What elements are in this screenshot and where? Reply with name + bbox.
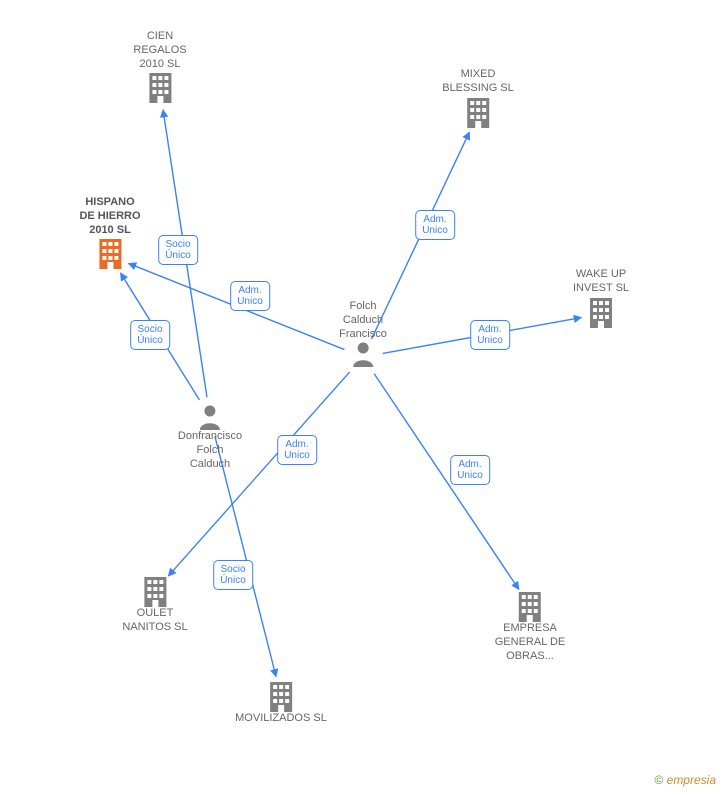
node-folch_francisco[interactable]: Folch Calduch Francisco	[339, 300, 387, 367]
edge-label: Socio Único	[158, 235, 198, 265]
edge-label: Adm. Unico	[230, 281, 270, 311]
building-icon	[133, 71, 186, 103]
edge-label: Adm. Unico	[277, 435, 317, 465]
node-hispano[interactable]: HISPANO DE HIERRO 2010 SL	[79, 196, 140, 269]
edge-label: Adm. Unico	[450, 455, 490, 485]
node-wakeup[interactable]: WAKE UP INVEST SL	[573, 268, 629, 328]
node-cien_regalos[interactable]: CIEN REGALOS 2010 SL	[133, 30, 186, 103]
building-icon	[79, 237, 140, 269]
footer: © empresia	[654, 773, 716, 787]
edge-line	[215, 436, 276, 676]
edge-label: Adm. Unico	[415, 210, 455, 240]
person-icon	[339, 341, 387, 367]
node-label: WAKE UP INVEST SL	[573, 268, 629, 296]
node-label: MOVILIZADOS SL	[235, 712, 327, 726]
node-oulet[interactable]: OULET NANITOS SL	[122, 575, 187, 635]
building-icon	[573, 296, 629, 328]
node-label: HISPANO DE HIERRO 2010 SL	[79, 196, 140, 237]
node-movilizados[interactable]: MOVILIZADOS SL	[235, 680, 327, 726]
edge-label: Socio Único	[213, 560, 253, 590]
building-icon	[442, 96, 514, 128]
person-icon	[178, 404, 242, 430]
edges-layer	[0, 0, 728, 795]
copyright-symbol: ©	[654, 773, 663, 787]
node-mixed_blessing[interactable]: MIXED BLESSING SL	[442, 68, 514, 128]
node-label: MIXED BLESSING SL	[442, 68, 514, 96]
node-label: CIEN REGALOS 2010 SL	[133, 30, 186, 71]
network-canvas: CIEN REGALOS 2010 SL MIXED BLESSING SL H…	[0, 0, 728, 795]
edge-line	[168, 372, 349, 576]
building-icon	[235, 680, 327, 712]
brand-name: empresia	[667, 773, 716, 787]
node-empresa[interactable]: EMPRESA GENERAL DE OBRAS...	[495, 590, 566, 663]
building-icon	[122, 575, 187, 607]
node-label: EMPRESA GENERAL DE OBRAS...	[495, 622, 566, 663]
node-label: Donfrancisco Folch Calduch	[178, 430, 242, 471]
building-icon	[495, 590, 566, 622]
node-label: OULET NANITOS SL	[122, 607, 187, 635]
node-label: Folch Calduch Francisco	[339, 300, 387, 341]
node-donfrancisco[interactable]: Donfrancisco Folch Calduch	[178, 404, 242, 471]
edge-label: Socio Único	[130, 320, 170, 350]
edge-line	[374, 374, 519, 590]
edge-label: Adm. Unico	[470, 320, 510, 350]
